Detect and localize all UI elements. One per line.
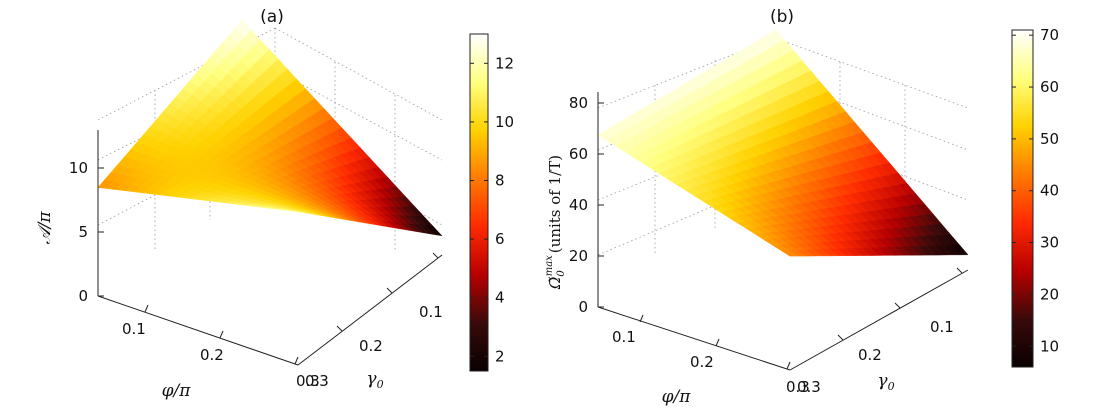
colorbar-tick-label: 20 — [1040, 285, 1059, 303]
panel-a-title: (a) — [260, 7, 284, 27]
panel-a-x-tick-label: 0.1 — [122, 320, 146, 338]
panel-b-z-tick-label: 40 — [569, 196, 588, 214]
panel-a-y-tick-label: 0.2 — [359, 337, 383, 355]
panel-a-y-axis-label-main: γ — [366, 369, 377, 389]
panel-b-gridline — [774, 77, 969, 151]
panel-a-y-tick — [336, 325, 343, 332]
panel-a-x-tick-label: 0.2 — [200, 346, 224, 364]
panel-b-surface — [597, 29, 969, 257]
panel-a-colorbar-gradient — [470, 34, 488, 371]
panel-b-gridline — [597, 179, 776, 256]
colorbar-tick-label: 40 — [1040, 182, 1059, 200]
panel-b-x-tick-label: 0.1 — [612, 328, 636, 346]
panel-b-y-axis-label-sub: 0 — [888, 380, 895, 393]
colorbar-tick-label: 10 — [495, 113, 514, 131]
panel-a-y-tick-label: 0.1 — [419, 303, 443, 321]
panel-a-x-tick — [294, 356, 299, 365]
colorbar-tick-label: 30 — [1040, 234, 1059, 252]
panel-b-colorbar-frame — [1011, 29, 1034, 368]
panel-b-x-axis-label: φ/π — [662, 387, 692, 407]
panel-b-z-axis-label-sub: 0 — [556, 270, 567, 277]
colorbar-tick-label: 6 — [495, 230, 505, 248]
panel-b: (b) 0 20 40 60 80 — [544, 7, 1059, 407]
panel-a-x-tick — [219, 330, 224, 339]
colorbar-tick-label: 10 — [1040, 337, 1059, 355]
panel-b-y-axis-label: γ0 — [877, 371, 894, 393]
colorbar-tick-label: 8 — [495, 172, 505, 190]
panel-b-x-tick — [639, 314, 644, 323]
panel-a-x-axis — [97, 295, 299, 366]
panel-a-z-tick-label: 10 — [69, 159, 88, 177]
colorbar-tick-label: 70 — [1040, 26, 1059, 44]
panel-b-y-tick-label: 0.3 — [797, 378, 821, 396]
panel-b-z-tick-label: 0 — [578, 298, 588, 316]
panel-b-colorbar-gradient — [1012, 30, 1033, 367]
panel-a-gridline — [97, 27, 276, 121]
panel-a-x-axis-label: φ/π — [162, 381, 192, 401]
panel-a-colorbar-frame — [469, 33, 489, 372]
panel-b-y-tick — [894, 302, 901, 309]
panel-b-z-axis-label-sup: max — [544, 255, 555, 276]
panel-a-y-axis — [297, 254, 443, 366]
colorbar-tick-label: 12 — [495, 54, 514, 72]
colorbar-tick-label: 60 — [1040, 78, 1059, 96]
panel-b-colorbar: 10 20 30 40 50 60 70 — [1011, 26, 1059, 368]
panel-a-x-tick-label: 0.3 — [296, 372, 320, 390]
panel-b-z-tick-label: 20 — [569, 247, 588, 265]
panel-b-y-tick-label: 0.1 — [930, 318, 954, 336]
panel-b-z-axis-label-main: Ω̃ — [546, 277, 564, 290]
panel-b-z-axis-label: Ω̃0max (units of 1/T) — [544, 155, 567, 290]
colorbar-tick-label: 4 — [495, 289, 505, 307]
surface-cell — [425, 225, 443, 237]
panel-b-x-tick-label: 0.2 — [690, 353, 714, 371]
colorbar-tick-label: 2 — [495, 347, 505, 365]
colorbar-tick-label: 50 — [1040, 130, 1059, 148]
panel-a-z-axis-label: 𝒜/π — [35, 211, 55, 245]
panel-a-z-tick-label: 5 — [78, 223, 88, 241]
panel-a-y-tick — [386, 287, 393, 294]
panel-b-y-tick — [956, 267, 963, 274]
panel-b-y-tick-label: 0.2 — [858, 346, 882, 364]
panel-b-y-axis — [789, 269, 969, 371]
panel-a-y-axis-label: γ0 — [366, 369, 383, 391]
panel-b-x-axis — [597, 306, 791, 371]
panel-a-gridline — [274, 69, 443, 161]
panel-a-gridline — [274, 27, 443, 121]
panel-b-x-tick — [715, 338, 720, 347]
panel-b-z-tick-label: 60 — [569, 145, 588, 163]
panel-a-y-axis-label-sub: 0 — [377, 378, 384, 391]
panel-a-surface — [97, 19, 443, 237]
panel-a-x-tick — [144, 304, 149, 313]
panel-b-z-tick-label: 80 — [569, 94, 588, 112]
surface-cell — [950, 244, 969, 256]
panel-b-x-tick — [786, 361, 791, 370]
panel-b-title: (b) — [770, 7, 794, 27]
panel-a-colorbar: 2 4 6 8 10 12 — [469, 33, 514, 372]
panel-b-y-axis-label-main: γ — [877, 371, 888, 391]
panel-a: (a) 0 5 10 0.1 — [35, 7, 514, 401]
panel-a-y-tick — [432, 252, 439, 259]
panel-b-gridline — [774, 127, 969, 201]
panel-b-gridline — [774, 37, 969, 109]
panel-a-z-tick-label: 0 — [78, 287, 88, 305]
panel-b-x-tick-label: 0.3 — [786, 378, 810, 396]
panel-b-z-axis-label-tail: (units of 1/T) — [546, 155, 564, 253]
panel-b-y-tick — [837, 334, 844, 341]
panel-a-y-tick-label: 0.3 — [305, 372, 329, 390]
